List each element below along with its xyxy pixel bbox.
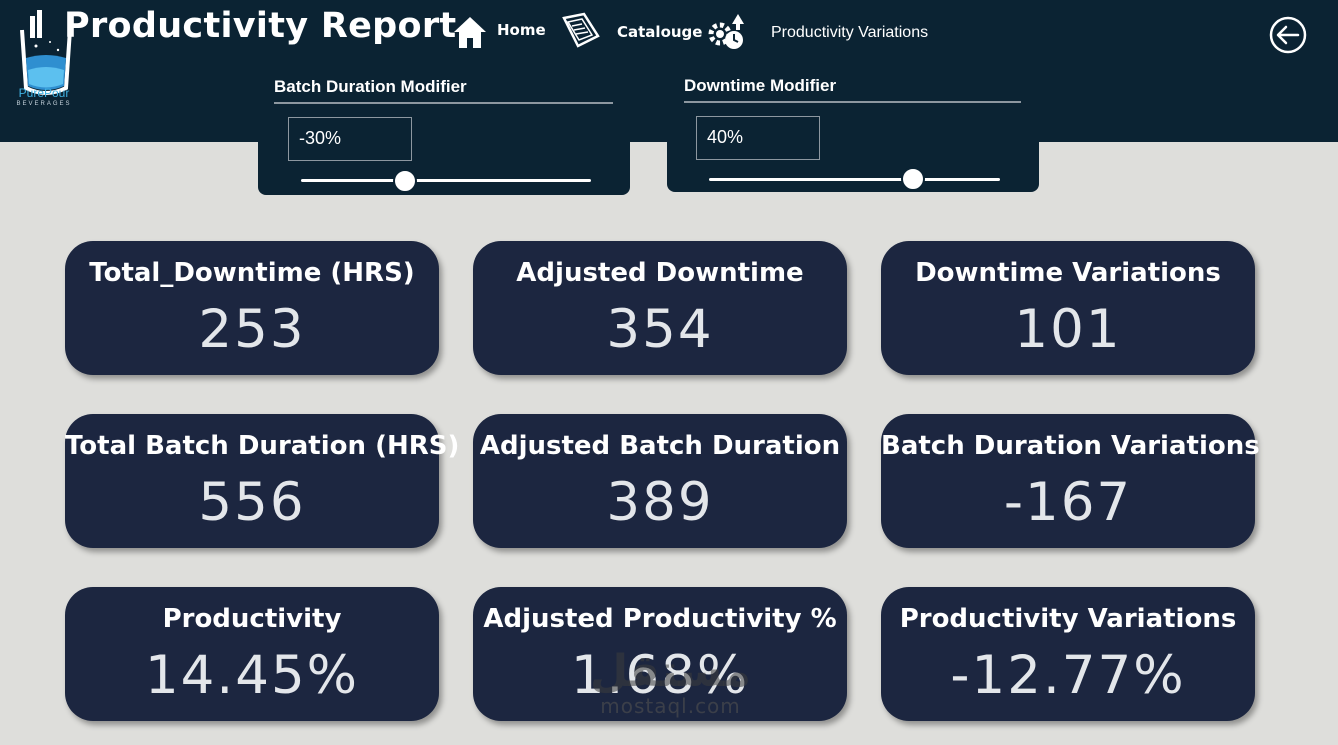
productivity-variations-card: Productivity Variations -12.77%: [881, 587, 1255, 721]
card-value: 253: [198, 299, 306, 360]
page-title: Productivity Report: [64, 6, 457, 46]
back-arrow-icon[interactable]: [1268, 15, 1308, 55]
nav-catalogue-link[interactable]: Catalouge: [617, 23, 703, 41]
gear-arrow-icon[interactable]: [704, 10, 748, 52]
card-label: Downtime Variations: [915, 258, 1221, 288]
card-label: Adjusted Downtime: [516, 258, 804, 288]
purepour-logo-icon: [20, 10, 72, 95]
batch-duration-modifier-title: Batch Duration Modifier: [274, 77, 613, 104]
downtime-modifier-input[interactable]: 40%: [696, 116, 820, 160]
adjusted-batch-duration-card: Adjusted Batch Duration 389: [473, 414, 847, 548]
productivity-card: Productivity 14.45%: [65, 587, 439, 721]
card-label: Total_Downtime (HRS): [89, 258, 415, 288]
card-value: 14.45%: [144, 645, 360, 706]
card-label: Adjusted Batch Duration: [479, 431, 841, 461]
card-value: 354: [606, 299, 714, 360]
card-label: Productivity: [162, 604, 342, 634]
card-label: Adjusted Productivity %: [483, 604, 837, 634]
adjusted-productivity-card: Adjusted Productivity % 1.68%: [473, 587, 847, 721]
total-batch-duration-card: Total Batch Duration (HRS) 556: [65, 414, 460, 548]
downtime-modifier-title: Downtime Modifier: [684, 76, 1021, 103]
downtime-slider-thumb[interactable]: [900, 167, 925, 191]
brand-tagline: BEVERAGES: [16, 101, 72, 107]
adjusted-downtime-card: Adjusted Downtime 354: [473, 241, 847, 375]
card-value: 556: [198, 472, 306, 533]
total-downtime-card: Total_Downtime (HRS) 253: [65, 241, 439, 375]
downtime-slider-track[interactable]: [709, 178, 1000, 181]
batch-duration-modifier-input[interactable]: -30%: [288, 117, 412, 161]
card-label: Batch Duration Variations: [881, 431, 1260, 461]
nav-productivity-variations-link[interactable]: Productivity Variations: [771, 24, 929, 41]
batch-duration-variations-card: Batch Duration Variations -167: [881, 414, 1260, 548]
card-value: -167: [1003, 472, 1133, 533]
card-label: Productivity Variations: [899, 604, 1237, 634]
card-label: Total Batch Duration (HRS): [65, 431, 460, 461]
brand-name: PurePour: [18, 86, 70, 100]
home-icon[interactable]: [452, 14, 488, 50]
downtime-variations-card: Downtime Variations 101: [881, 241, 1255, 375]
catalogue-icon[interactable]: [560, 12, 602, 50]
card-value: 101: [1014, 299, 1122, 360]
batch-duration-slider-thumb[interactable]: [393, 169, 418, 193]
nav-home-link[interactable]: Home: [497, 21, 546, 39]
header-bar: PurePour BEVERAGES Productivity Report H…: [0, 0, 1338, 142]
card-value: 389: [606, 472, 714, 533]
card-value: -12.77%: [950, 645, 1186, 706]
batch-duration-slider-track[interactable]: [301, 179, 591, 182]
card-value: 1.68%: [570, 645, 750, 706]
